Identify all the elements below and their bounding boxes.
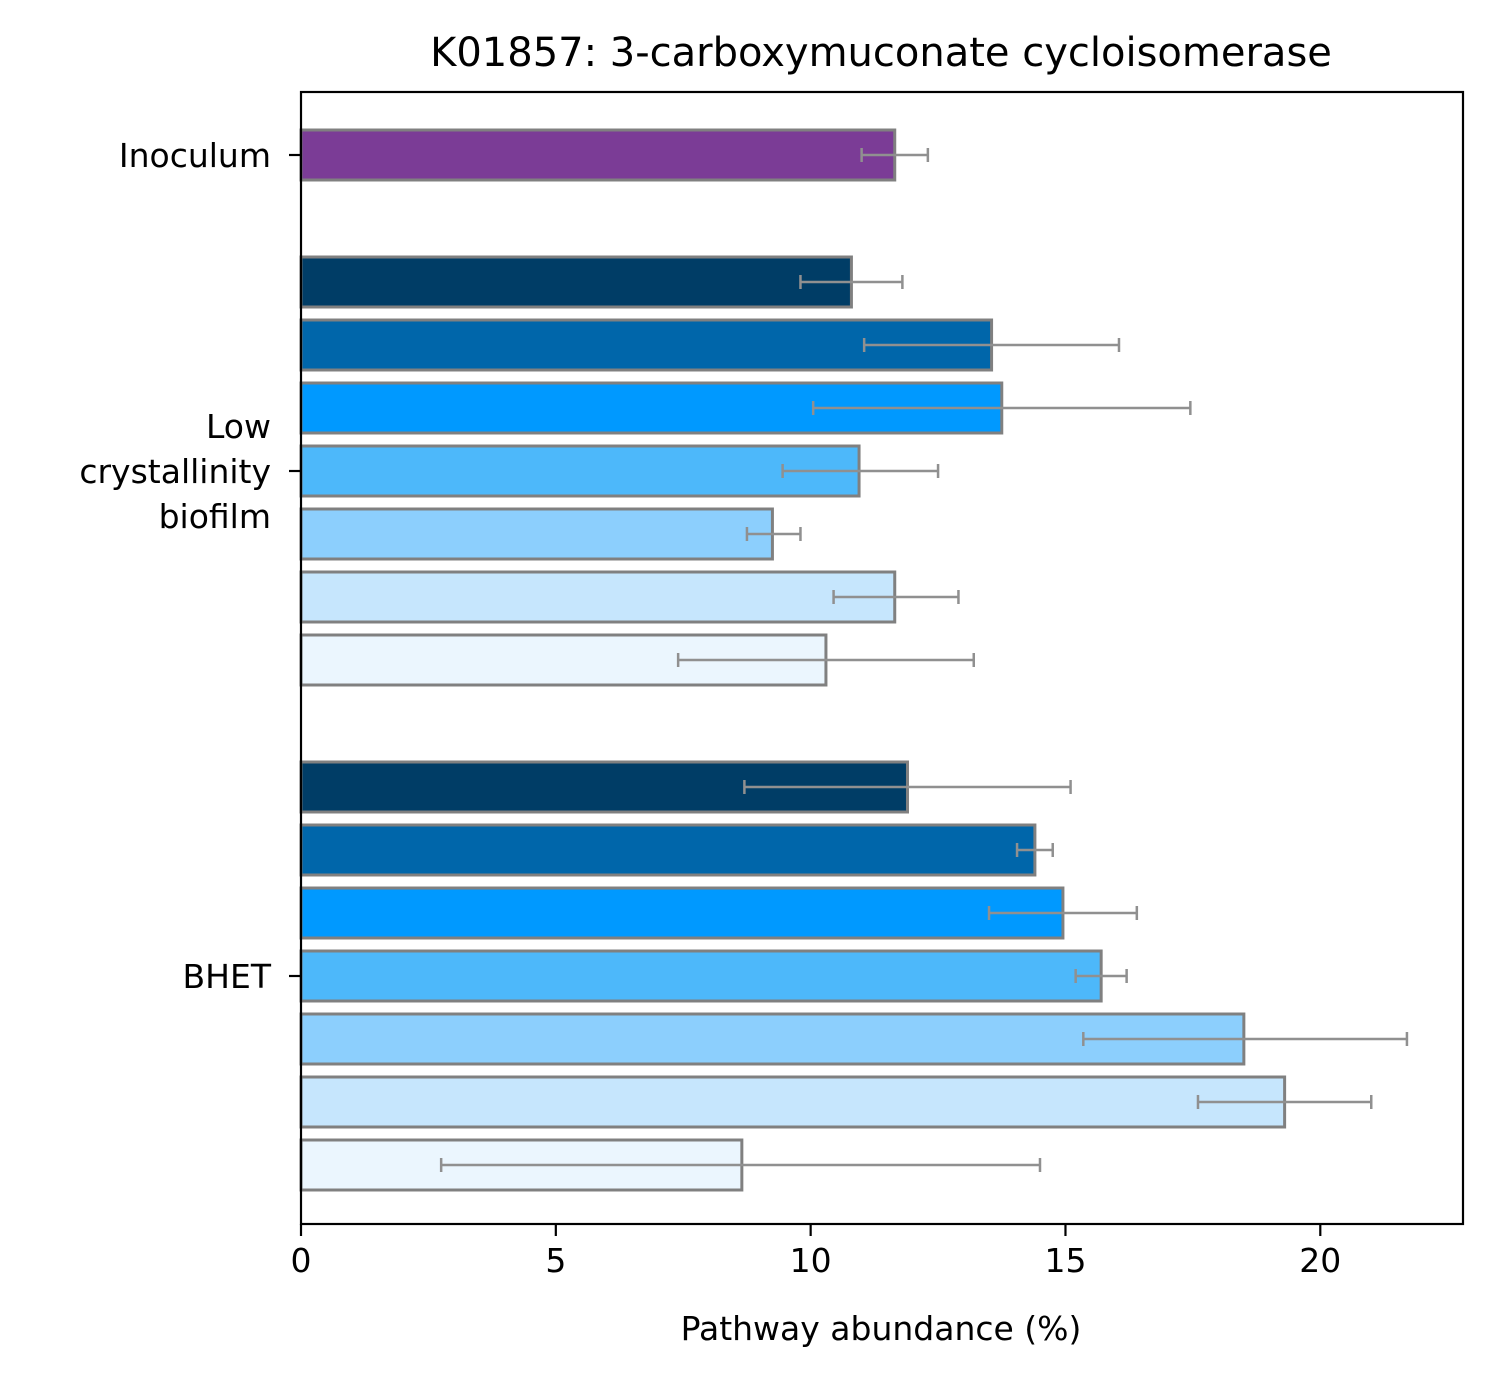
error-bar xyxy=(745,527,802,541)
error-bar xyxy=(860,148,930,162)
bar xyxy=(299,444,861,498)
error-bar xyxy=(439,1158,1042,1172)
x-tick-label: 0 xyxy=(291,1241,312,1280)
error-bar xyxy=(743,780,1072,794)
x-tick-label: 5 xyxy=(545,1241,566,1280)
x-axis-label: Pathway abundance (%) xyxy=(681,1309,1082,1348)
error-bars-layer xyxy=(439,148,1409,1172)
bar xyxy=(299,255,853,309)
y-tick-label: BHET xyxy=(183,957,272,996)
error-bar xyxy=(1082,1032,1409,1046)
error-bar xyxy=(676,653,975,667)
error-bar xyxy=(811,401,1192,415)
bar xyxy=(299,128,897,182)
y-tick-label: Inoculum xyxy=(119,136,271,175)
x-tick-label: 20 xyxy=(1299,1241,1341,1280)
x-axis: 0 5 10 15 20 xyxy=(291,1224,1341,1280)
x-tick-label: 15 xyxy=(1044,1241,1086,1280)
bar xyxy=(299,507,774,561)
error-bar xyxy=(987,906,1139,920)
error-bar xyxy=(799,275,904,289)
error-bar xyxy=(862,338,1121,352)
error-bar xyxy=(781,464,940,478)
error-bar xyxy=(1074,969,1128,983)
y-axis: Inoculum Low crystallinity biofilm BHET xyxy=(79,136,301,996)
bar xyxy=(299,1075,1287,1129)
bar xyxy=(299,823,1037,877)
error-bar xyxy=(1015,843,1054,857)
x-tick-label: 10 xyxy=(790,1241,832,1280)
error-bar xyxy=(832,590,960,604)
error-bar xyxy=(1196,1095,1373,1109)
bar xyxy=(299,570,897,624)
y-tick-label: Low crystallinity biofilm xyxy=(79,407,271,536)
chart-title: K01857: 3-carboxymuconate cycloisomerase xyxy=(430,30,1332,76)
bar xyxy=(299,949,1103,1003)
bar xyxy=(299,886,1065,940)
plot-area-frame xyxy=(299,90,1465,1226)
